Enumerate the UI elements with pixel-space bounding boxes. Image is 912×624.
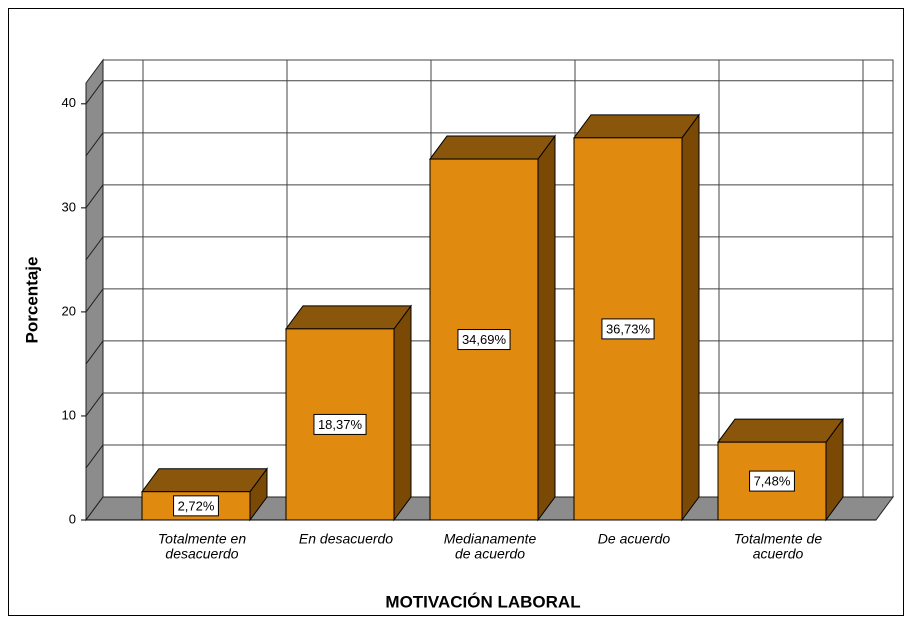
bar-top <box>573 114 700 139</box>
bar-top <box>429 135 556 160</box>
left-wall <box>85 58 104 522</box>
x-tick-label: En desacuerdo <box>299 531 393 547</box>
value-label: 34,69% <box>462 332 507 347</box>
value-label: 36,73% <box>606 321 651 336</box>
x-axis-title: MOTIVACIÓN LABORAL <box>385 592 580 611</box>
value-label: 18,37% <box>318 417 363 432</box>
bar-side <box>537 134 556 522</box>
x-tick-label: desacuerdo <box>165 546 238 562</box>
grid-line-side <box>85 184 104 209</box>
x-tick-label: Totalmente en <box>158 531 246 547</box>
grid-line-side <box>85 288 104 313</box>
value-label-box <box>749 470 795 492</box>
x-tick-label: Totalmente de <box>734 531 822 547</box>
x-tick-label: de acuerdo <box>455 546 525 562</box>
grid-line-side <box>85 80 104 105</box>
bar-side <box>393 304 412 522</box>
minor-grid-line-side <box>85 132 104 157</box>
y-tick-label: 30 <box>62 199 76 214</box>
y-tick-label: 40 <box>62 95 76 110</box>
grid-line-side <box>85 392 104 417</box>
x-tick-label: acuerdo <box>753 546 804 562</box>
bar-top <box>285 305 412 330</box>
x-tick-label: De acuerdo <box>598 531 671 547</box>
bar-side <box>681 113 700 522</box>
x-tick-label: Medianamente <box>444 531 537 547</box>
value-label: 7,48% <box>754 474 791 489</box>
minor-grid-line-side <box>85 444 104 469</box>
minor-grid-line-side <box>85 236 104 261</box>
y-tick-label: 20 <box>62 303 76 318</box>
value-label-box <box>173 495 219 517</box>
value-label-box <box>601 318 655 340</box>
y-axis-title: Porcentaje <box>22 257 41 344</box>
value-label-box <box>313 413 367 435</box>
bar-top <box>717 418 844 443</box>
value-label: 2,72% <box>178 498 215 513</box>
y-tick-label: 0 <box>69 511 76 526</box>
value-label-box <box>457 329 511 351</box>
bar-top <box>141 468 268 493</box>
minor-grid-line-side <box>85 340 104 365</box>
y-tick-label: 10 <box>62 407 76 422</box>
